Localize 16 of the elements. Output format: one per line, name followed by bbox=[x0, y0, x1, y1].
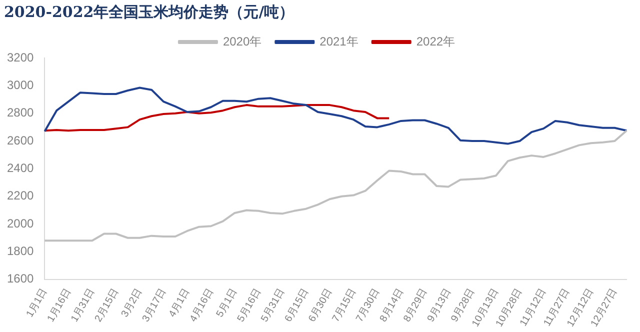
y-tick-label: 2200 bbox=[6, 188, 34, 203]
x-tick-label: 3月17日 bbox=[140, 286, 168, 324]
legend-label: 2021年 bbox=[320, 34, 358, 48]
x-tick-label: 4月16日 bbox=[188, 286, 216, 324]
y-tick-label: 2600 bbox=[6, 133, 34, 148]
legend-label: 2022年 bbox=[416, 34, 456, 48]
x-tick-label: 2月15日 bbox=[93, 286, 121, 324]
y-tick-label: 2800 bbox=[6, 106, 34, 120]
y-tick-label: 3000 bbox=[6, 78, 34, 92]
y-tick-label: 2400 bbox=[6, 161, 34, 176]
y-tick-label: 2000 bbox=[6, 216, 34, 230]
y-tick-label: 1600 bbox=[6, 272, 34, 286]
legend-label: 2020年 bbox=[222, 34, 262, 48]
y-tick-label: 3200 bbox=[6, 50, 34, 64]
chart-title: 2020-2022年全国玉米均价走势（元/吨） bbox=[4, 2, 294, 21]
y-tick-label: 1800 bbox=[6, 244, 34, 258]
